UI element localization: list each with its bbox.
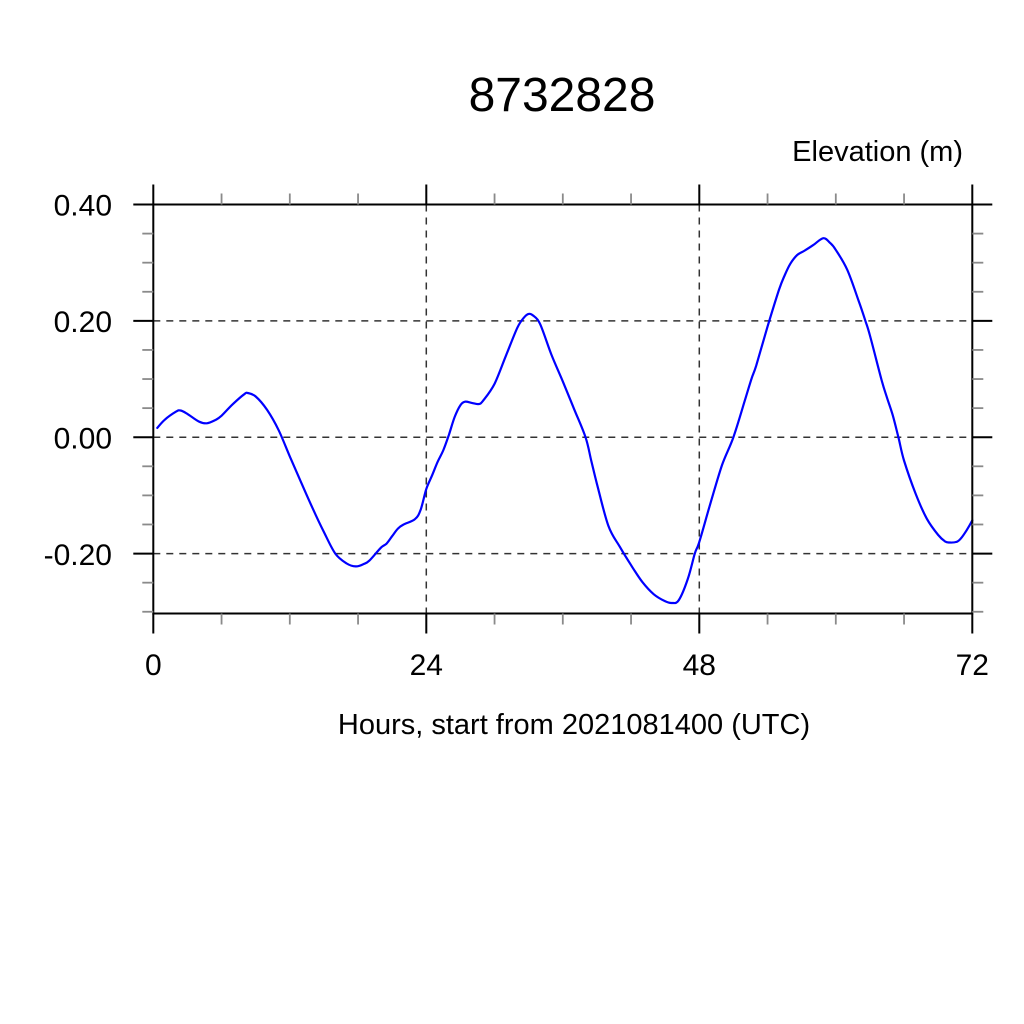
x-tick-label: 72	[956, 649, 989, 682]
gridlines	[153, 203, 973, 614]
minor-ticks	[142, 193, 984, 625]
y-axis-label: Elevation (m)	[792, 136, 963, 168]
y-tick-label: -0.20	[44, 539, 112, 572]
x-tick-labels: 0 24 48 72	[145, 649, 989, 682]
chart-title: 8732828	[469, 69, 656, 122]
y-tick-label: 0.40	[54, 190, 112, 223]
elevation-line	[156, 237, 974, 605]
plot-frame	[152, 203, 974, 615]
y-tick-label: 0.00	[54, 423, 112, 456]
y-tick-labels: 0.40 0.20 0.00 -0.20	[44, 190, 112, 573]
major-ticks	[133, 184, 993, 634]
x-tick-label: 48	[683, 649, 716, 682]
y-tick-label: 0.20	[54, 306, 112, 339]
x-tick-label: 0	[145, 649, 162, 682]
x-tick-label: 24	[410, 649, 443, 682]
x-axis-label: Hours, start from 2021081400 (UTC)	[338, 709, 810, 741]
